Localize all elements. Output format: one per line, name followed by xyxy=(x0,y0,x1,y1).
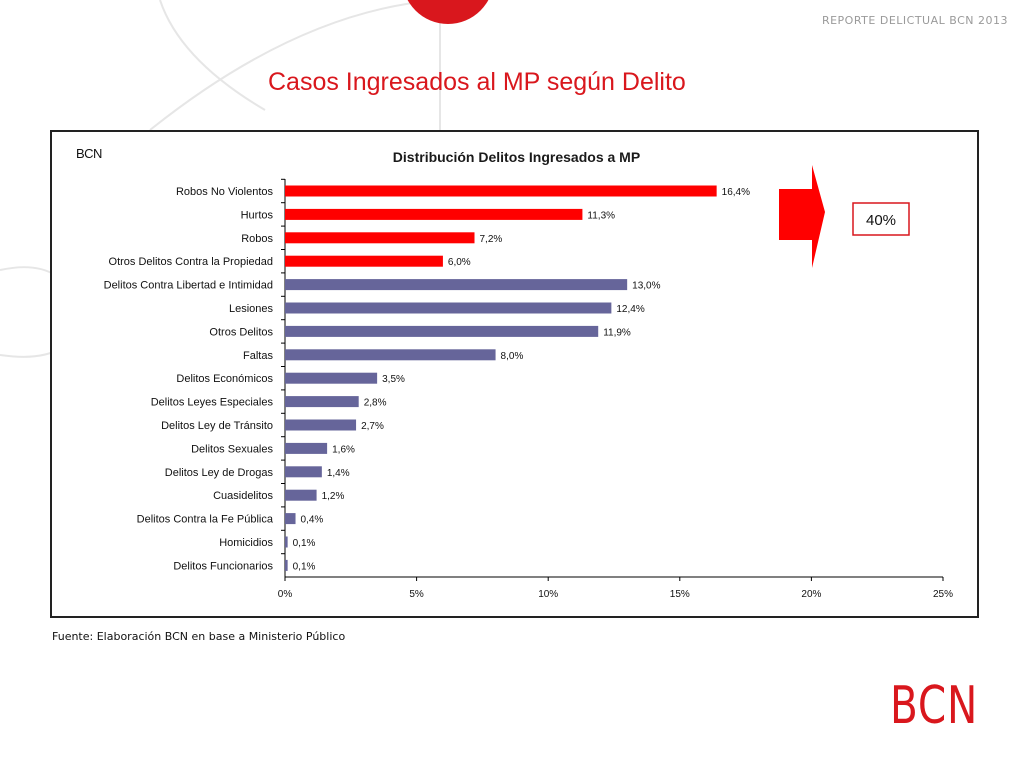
data-label: 0,1% xyxy=(293,561,316,572)
bar xyxy=(285,208,583,220)
data-label: 3,5% xyxy=(382,374,405,385)
category-label: Delitos Contra Libertad e Intimidad xyxy=(104,280,273,292)
category-label: Cuasidelitos xyxy=(213,490,273,502)
bar xyxy=(285,185,717,197)
category-label: Robos xyxy=(241,233,273,245)
x-tick-label: 20% xyxy=(801,589,821,600)
data-label: 1,4% xyxy=(327,468,350,479)
chart-title: Distribución Delitos Ingresados a MP xyxy=(392,149,641,165)
percent-label: 40% xyxy=(866,212,896,229)
data-label: 2,8% xyxy=(364,398,387,409)
data-label: 0,1% xyxy=(293,538,316,549)
chart-logo: BCN xyxy=(76,146,102,161)
percent-box xyxy=(852,202,910,236)
category-label: Homicidios xyxy=(219,537,273,549)
category-label: Otros Delitos xyxy=(209,326,273,338)
category-label: Delitos Contra la Fe Pública xyxy=(137,514,274,526)
slide-title: Casos Ingresados al MP según Delito xyxy=(268,68,686,96)
category-label: Delitos Leyes Especiales xyxy=(151,397,274,409)
x-tick-label: 5% xyxy=(409,589,424,600)
bcn-brand-logo: BCN xyxy=(890,676,979,736)
x-tick-label: 0% xyxy=(278,589,293,600)
bar xyxy=(285,372,378,384)
bar xyxy=(285,513,296,525)
x-tick-label: 10% xyxy=(538,589,558,600)
category-label: Faltas xyxy=(243,350,273,362)
bar xyxy=(285,302,612,314)
data-label: 1,6% xyxy=(332,444,355,455)
source-note: Fuente: Elaboración BCN en base a Minist… xyxy=(52,630,346,643)
category-label: Hurtos xyxy=(241,209,274,221)
data-label: 2,7% xyxy=(361,421,384,432)
bar xyxy=(285,489,317,501)
bar xyxy=(285,419,357,431)
data-label: 13,0% xyxy=(632,281,660,292)
red-circle-decoration xyxy=(407,0,489,24)
category-label: Delitos Ley de Tránsito xyxy=(161,420,273,432)
bar-chart: 0% 5% 10% 15% 20% 25% Robos No Violentos 16,4% H… xyxy=(104,165,953,600)
category-label: Otros Delitos Contra la Propiedad xyxy=(109,256,273,268)
bar xyxy=(285,325,599,337)
category-label: Delitos Funcionarios xyxy=(173,560,273,572)
data-label: 11,3% xyxy=(587,210,615,221)
data-label: 16,4% xyxy=(722,187,750,198)
category-label: Delitos Sexuales xyxy=(191,443,273,455)
bar xyxy=(285,232,475,244)
category-label: Robos No Violentos xyxy=(176,186,274,198)
bar xyxy=(285,466,322,478)
category-label: Delitos Económicos xyxy=(176,373,273,385)
chart-frame: 0% 5% 10% 15% 20% 25% Robos No Violentos 16,4% H… xyxy=(50,130,979,618)
red-arrow-annotation xyxy=(779,165,825,268)
data-label: 1,2% xyxy=(322,491,345,502)
bar xyxy=(285,536,288,548)
data-label: 11,9% xyxy=(603,327,631,338)
bar xyxy=(285,396,359,408)
category-label: Lesiones xyxy=(229,303,274,315)
bar xyxy=(285,349,496,361)
data-label: 7,2% xyxy=(480,234,503,245)
data-label: 8,0% xyxy=(501,351,524,362)
data-label: 0,4% xyxy=(301,515,324,526)
bar xyxy=(285,559,288,571)
data-label: 12,4% xyxy=(616,304,644,315)
report-label: REPORTE DELICTUAL BCN 2013 xyxy=(821,14,1008,27)
bar xyxy=(285,279,628,291)
bar xyxy=(285,442,328,454)
data-label: 6,0% xyxy=(448,257,471,268)
x-tick-label: 15% xyxy=(670,589,690,600)
x-tick-label: 25% xyxy=(933,589,953,600)
bar xyxy=(285,255,443,267)
category-label: Delitos Ley de Drogas xyxy=(165,467,274,479)
